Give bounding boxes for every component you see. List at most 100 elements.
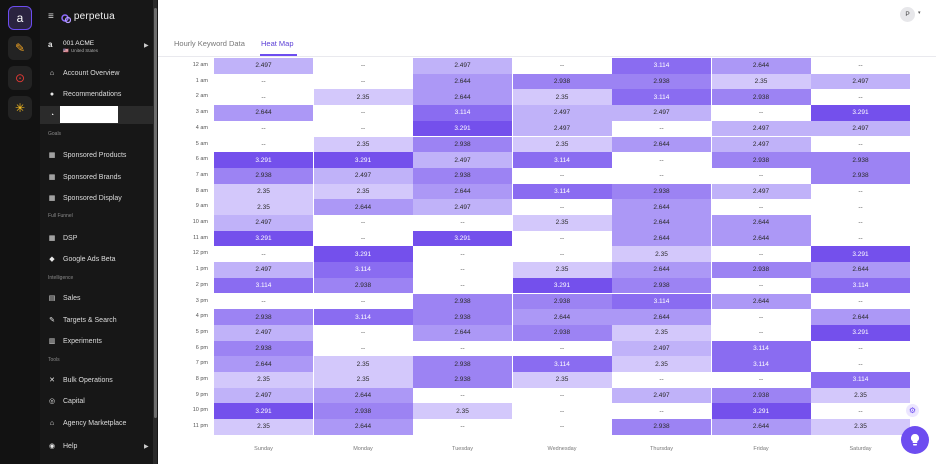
pencil-channel-icon[interactable]: ✎	[8, 36, 32, 60]
heat-cell[interactable]: --	[214, 120, 313, 137]
heat-cell[interactable]: 2.497	[711, 183, 811, 200]
heat-cell[interactable]: 2.497	[512, 120, 612, 137]
heat-cell[interactable]: 3.114	[612, 58, 711, 74]
heat-cell[interactable]: 3.114	[811, 277, 910, 294]
heat-cell[interactable]: 2.644	[214, 356, 313, 372]
heat-cell[interactable]: --	[313, 58, 413, 74]
heat-cell[interactable]: 3.291	[811, 105, 910, 121]
heat-cell[interactable]: 2.35	[313, 89, 413, 106]
heat-cell[interactable]: --	[512, 230, 612, 247]
heat-cell[interactable]: --	[811, 136, 910, 153]
heat-cell[interactable]: 2.35	[313, 356, 413, 372]
heat-cell[interactable]: 2.497	[711, 120, 811, 137]
heat-cell[interactable]: 3.291	[811, 324, 910, 341]
heat-cell[interactable]: 3.114	[512, 183, 612, 200]
heat-cell[interactable]: --	[214, 136, 313, 153]
lightbulb-help-button[interactable]	[901, 426, 929, 454]
heat-cell[interactable]: 2.497	[214, 324, 313, 341]
heat-cell[interactable]: --	[612, 120, 711, 137]
heat-cell[interactable]: --	[811, 293, 910, 310]
heat-cell[interactable]: --	[711, 309, 811, 325]
heat-cell[interactable]: --	[512, 246, 612, 263]
heat-cell[interactable]: 2.35	[214, 419, 313, 435]
heat-cell[interactable]: 2.644	[612, 262, 711, 278]
heat-cell[interactable]: --	[512, 167, 612, 184]
heat-cell[interactable]: 3.114	[711, 340, 811, 357]
heat-cell[interactable]: --	[413, 262, 512, 278]
logo[interactable]: ≡ perpetua	[48, 9, 115, 24]
heat-cell[interactable]: 2.938	[612, 277, 711, 294]
heat-cell[interactable]: 2.938	[711, 262, 811, 278]
heat-cell[interactable]: 3.114	[612, 293, 711, 310]
heat-cell[interactable]: --	[313, 340, 413, 357]
heat-cell[interactable]: 3.114	[811, 372, 910, 388]
heat-cell[interactable]: 2.644	[413, 89, 512, 106]
target-channel-icon[interactable]: ⊙	[8, 66, 32, 90]
heat-cell[interactable]: 2.35	[612, 356, 711, 372]
heat-cell[interactable]: 2.497	[512, 105, 612, 121]
heat-cell[interactable]: 2.497	[214, 262, 313, 278]
heat-cell[interactable]: --	[811, 340, 910, 357]
heat-cell[interactable]: 2.938	[214, 167, 313, 184]
heat-cell[interactable]: 2.35	[512, 262, 612, 278]
heat-cell[interactable]: 2.644	[711, 293, 811, 310]
heat-cell[interactable]: --	[811, 403, 910, 420]
heat-cell[interactable]: 2.938	[512, 293, 612, 310]
heat-cell[interactable]: 2.35	[512, 89, 612, 106]
heat-cell[interactable]: --	[612, 403, 711, 420]
heat-cell[interactable]: --	[512, 340, 612, 357]
heat-cell[interactable]: --	[811, 356, 910, 372]
heat-cell[interactable]: 2.497	[214, 58, 313, 74]
heat-cell[interactable]: 2.938	[711, 89, 811, 106]
heat-cell[interactable]: 2.644	[214, 105, 313, 121]
heat-cell[interactable]: --	[612, 152, 711, 168]
heat-cell[interactable]: 2.644	[811, 309, 910, 325]
heat-cell[interactable]: 2.938	[711, 387, 811, 404]
sidebar-item-account-overview[interactable]: ⌂ Account Overview	[40, 64, 156, 82]
sidebar-item-google-ads-beta[interactable]: ◆ Google Ads Beta	[40, 250, 156, 268]
heat-cell[interactable]: 2.497	[214, 215, 313, 231]
heat-cell[interactable]: 2.644	[612, 309, 711, 325]
heat-cell[interactable]: --	[214, 293, 313, 310]
heat-cell[interactable]: 2.35	[214, 372, 313, 388]
heat-cell[interactable]: --	[413, 419, 512, 435]
heat-cell[interactable]: 2.644	[811, 262, 910, 278]
heat-cell[interactable]: --	[811, 89, 910, 106]
heat-cell[interactable]: --	[313, 324, 413, 341]
heat-cell[interactable]: 3.291	[214, 230, 313, 247]
heat-cell[interactable]: 2.35	[811, 387, 910, 404]
sidebar-item-targets-search[interactable]: ✎ Targets & Search	[40, 311, 156, 329]
heat-cell[interactable]: --	[413, 277, 512, 294]
heat-cell[interactable]: 2.938	[612, 183, 711, 200]
sidebar-item-sponsored-brands[interactable]: ▦ Sponsored Brands	[40, 168, 156, 186]
heat-cell[interactable]: 2.938	[413, 293, 512, 310]
heat-cell[interactable]: 2.938	[214, 309, 313, 325]
heat-cell[interactable]: 3.114	[711, 356, 811, 372]
heat-cell[interactable]: 2.497	[811, 73, 910, 90]
account-switcher[interactable]: a 001 ACME 🇺🇸 United States ▶	[40, 37, 156, 57]
heat-cell[interactable]: 3.291	[313, 152, 413, 168]
heat-cell[interactable]: 2.35	[313, 183, 413, 200]
heat-cell[interactable]: 2.938	[313, 277, 413, 294]
heat-cell[interactable]: --	[711, 105, 811, 121]
heat-cell[interactable]: --	[811, 183, 910, 200]
heat-cell[interactable]: --	[512, 403, 612, 420]
heat-cell[interactable]: 2.644	[512, 309, 612, 325]
heat-cell[interactable]: --	[214, 246, 313, 263]
heat-cell[interactable]: 2.35	[612, 324, 711, 341]
heat-cell[interactable]: 3.114	[214, 277, 313, 294]
heat-cell[interactable]: 2.938	[512, 73, 612, 90]
heat-cell[interactable]: 2.938	[811, 152, 910, 168]
amazon-channel-icon[interactable]: a	[8, 6, 32, 30]
heat-cell[interactable]: 2.644	[413, 73, 512, 90]
heat-cell[interactable]: 2.644	[711, 419, 811, 435]
heat-cell[interactable]: 2.497	[413, 58, 512, 74]
heat-cell[interactable]: --	[711, 277, 811, 294]
heat-cell[interactable]: --	[711, 324, 811, 341]
heat-cell[interactable]: 3.114	[512, 152, 612, 168]
heat-cell[interactable]: 2.35	[214, 199, 313, 215]
heat-cell[interactable]: --	[214, 89, 313, 106]
heat-cell[interactable]: 2.497	[711, 136, 811, 153]
heat-cell[interactable]: 2.938	[413, 372, 512, 388]
heat-cell[interactable]: 2.35	[313, 372, 413, 388]
